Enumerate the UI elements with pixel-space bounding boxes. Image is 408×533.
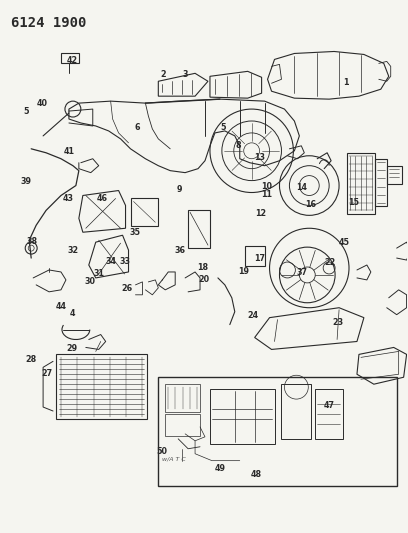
Text: 27: 27 <box>41 369 52 378</box>
Text: 35: 35 <box>130 228 141 237</box>
Text: 2: 2 <box>161 70 166 79</box>
Text: 37: 37 <box>297 268 308 277</box>
Bar <box>375 159 387 206</box>
Text: 14: 14 <box>296 183 307 191</box>
Text: 50: 50 <box>156 447 167 456</box>
Text: 24: 24 <box>247 311 258 320</box>
Text: 20: 20 <box>198 275 210 284</box>
Text: 8: 8 <box>236 141 241 150</box>
Text: 6124 1900: 6124 1900 <box>11 15 86 30</box>
Text: 44: 44 <box>56 302 67 311</box>
Bar <box>387 166 401 183</box>
Text: 23: 23 <box>332 318 343 327</box>
Text: 16: 16 <box>305 199 316 208</box>
Text: 1: 1 <box>343 78 348 87</box>
Bar <box>210 389 275 444</box>
Text: 10: 10 <box>261 182 272 190</box>
Text: 29: 29 <box>67 344 78 353</box>
Text: 4: 4 <box>69 309 75 318</box>
Text: 18: 18 <box>197 263 208 272</box>
Text: 28: 28 <box>25 354 36 364</box>
Bar <box>165 384 200 412</box>
Text: 36: 36 <box>174 246 185 255</box>
Bar <box>245 246 264 266</box>
Text: 9: 9 <box>177 185 182 194</box>
Text: 32: 32 <box>68 246 79 255</box>
Text: 5: 5 <box>23 108 29 116</box>
Text: 3: 3 <box>182 70 188 79</box>
Bar <box>61 53 79 63</box>
Bar <box>131 198 158 227</box>
Text: 34: 34 <box>105 257 116 266</box>
Bar <box>315 389 343 439</box>
Bar <box>165 414 200 436</box>
Text: w/A T C: w/A T C <box>162 457 186 462</box>
Text: 11: 11 <box>261 190 272 199</box>
Text: 41: 41 <box>64 147 75 156</box>
Bar <box>282 384 311 439</box>
Text: 33: 33 <box>120 257 131 266</box>
Text: 38: 38 <box>26 237 38 246</box>
Text: 12: 12 <box>255 209 266 218</box>
Text: 49: 49 <box>215 464 226 473</box>
Bar <box>158 377 397 487</box>
Text: 42: 42 <box>67 55 78 64</box>
Bar <box>188 211 210 248</box>
Text: 47: 47 <box>323 401 334 410</box>
Text: 22: 22 <box>324 258 335 266</box>
Text: 13: 13 <box>255 154 266 163</box>
Text: 19: 19 <box>238 267 249 276</box>
Text: 30: 30 <box>84 277 95 286</box>
Text: 46: 46 <box>96 194 107 203</box>
Text: 43: 43 <box>63 194 74 203</box>
Bar <box>56 354 147 419</box>
Text: 45: 45 <box>338 238 349 247</box>
Text: 6: 6 <box>134 123 140 132</box>
Text: 15: 15 <box>348 198 359 207</box>
Text: 39: 39 <box>20 177 31 187</box>
Bar <box>347 153 375 214</box>
Text: 17: 17 <box>255 254 266 263</box>
Text: 31: 31 <box>94 269 105 278</box>
Text: 48: 48 <box>250 470 262 479</box>
Text: 40: 40 <box>36 99 47 108</box>
Text: 26: 26 <box>122 284 133 293</box>
Text: 5: 5 <box>221 123 226 132</box>
